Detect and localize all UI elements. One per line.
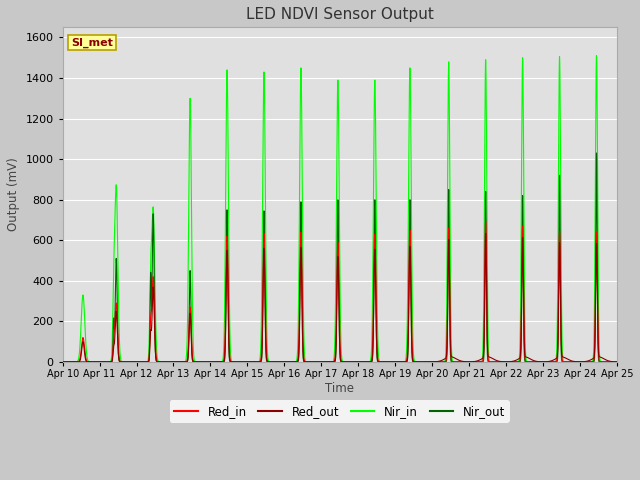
X-axis label: Time: Time (325, 382, 354, 395)
Y-axis label: Output (mV): Output (mV) (7, 158, 20, 231)
Title: LED NDVI Sensor Output: LED NDVI Sensor Output (246, 7, 434, 22)
Legend: Red_in, Red_out, Nir_in, Nir_out: Red_in, Red_out, Nir_in, Nir_out (170, 400, 510, 423)
Text: SI_met: SI_met (71, 37, 113, 48)
